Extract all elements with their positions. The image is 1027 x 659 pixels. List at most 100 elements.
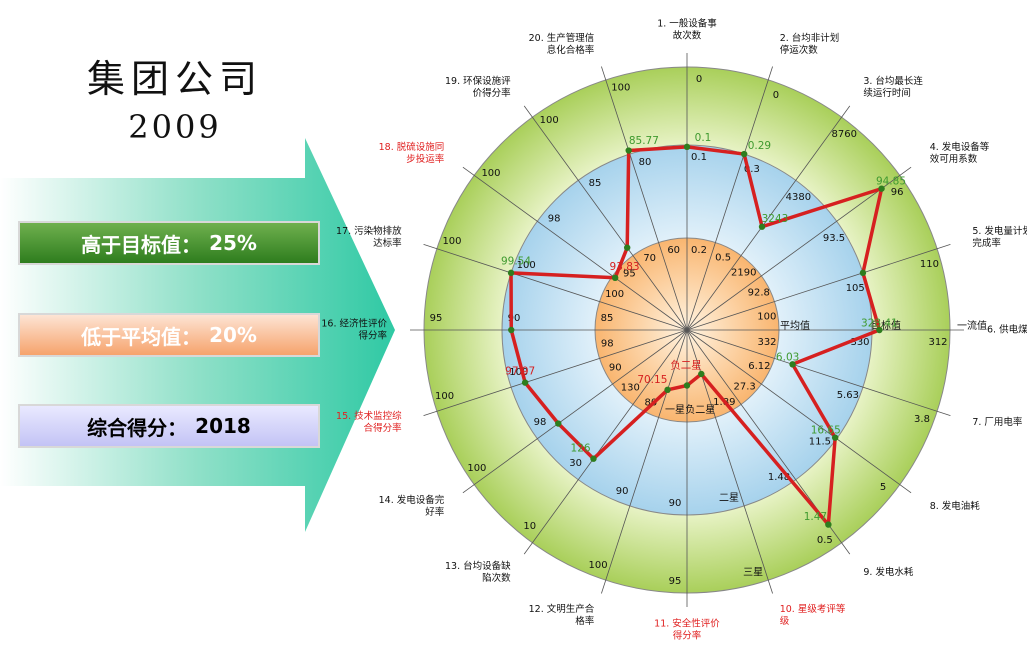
axis-title: 效可用系数 [930, 153, 978, 165]
actual-value-label: 70.15 [637, 374, 667, 386]
axis-title: 11. 安全性评价 [654, 618, 720, 630]
ring-tick-label: 3.8 [914, 414, 930, 425]
summary-below-average: 低于平均值： 20% [18, 313, 320, 357]
axis-title: 3. 台均最长连 [863, 75, 923, 87]
score-point [664, 386, 671, 394]
axis-title: 5. 发电量计划 [972, 225, 1027, 237]
ring-tick-label: 0.3 [744, 164, 760, 175]
axis-title: 4. 发电设备等 [930, 141, 990, 153]
axis-title: 13. 台均设备缺 [445, 560, 511, 572]
ring-tick-label: 110 [920, 259, 939, 270]
axis-title: 8. 发电油耗 [930, 500, 981, 512]
actual-value-label: 99.54 [501, 256, 531, 268]
score-point [698, 370, 705, 378]
score-point [758, 223, 766, 230]
axis-title: 完成率 [972, 237, 1001, 249]
score-point [625, 147, 632, 154]
ring-tick-label: 30 [569, 458, 582, 469]
summary-value: 25% [209, 231, 257, 255]
score-point [507, 269, 515, 277]
summary-value: 20% [209, 323, 257, 347]
ring-tick-label: 0.5 [715, 253, 731, 264]
ring-tick-label: 100 [540, 115, 559, 126]
ring-tick-label: 1.48 [768, 472, 790, 483]
ring-tick-label: 100 [435, 391, 454, 402]
ring-tick-label: 100 [442, 236, 461, 247]
ring-tick-label: 三星 [743, 566, 763, 578]
axis-title: 价得分率 [473, 87, 512, 99]
actual-value-label: 328.41 [861, 317, 898, 329]
company-title: 集团公司 [86, 57, 263, 101]
ring-tick-label: 80 [639, 157, 652, 168]
ring-tick-label: 332 [757, 337, 776, 348]
actual-value-label: 负二星 [670, 359, 702, 372]
ring-tick-label: 100 [467, 463, 486, 474]
axis-title: 2. 台均非计划 [780, 32, 840, 44]
ring-tick-label: 96 [891, 187, 904, 198]
axis-title: 20. 生产管理信 [529, 32, 595, 44]
axis-title: 步投运率 [406, 153, 445, 165]
axis-line [686, 105, 851, 331]
axis-line [601, 329, 688, 594]
ring-label-firstclass: 一流值 [957, 319, 987, 332]
summary-total-score: 综合得分： 2018 [18, 404, 320, 448]
axis-title: 好率 [425, 506, 445, 518]
actual-value-label: 0.29 [748, 140, 771, 152]
score-point [683, 382, 691, 389]
axis-line [462, 329, 688, 494]
ring-tick-label: 0.2 [691, 245, 707, 256]
ring-tick-label: 27.3 [734, 382, 756, 393]
axis-title: 12. 文明生产合 [529, 603, 595, 615]
axis-title: 14. 发电设备完 [379, 494, 445, 506]
ring-tick-label: 105 [846, 283, 865, 294]
ring-tick-label: 92.8 [748, 288, 770, 299]
score-point [611, 274, 619, 282]
score-point [740, 150, 748, 158]
ring-tick-label: 100 [509, 367, 528, 378]
axis-title: 6. 供电煤耗 [987, 324, 1027, 336]
ring-tick-label: 330 [850, 337, 869, 348]
actual-value-label: 85.77 [629, 135, 659, 147]
axis-title: 息化合格率 [547, 44, 595, 56]
score-point [623, 244, 631, 251]
summary-value: 2018 [195, 414, 251, 438]
ring-tick-label: 95 [430, 313, 443, 324]
score-point [683, 143, 691, 151]
axis-line [601, 66, 688, 331]
actual-value-label: 1.47 [804, 511, 827, 523]
ring-tick-label: 负二星 [685, 403, 715, 416]
axis-title: 10. 星级考评等 [780, 603, 846, 615]
ring-tick-label: 85 [589, 178, 602, 189]
score-point [789, 361, 796, 368]
ring-tick-label: 6.12 [748, 361, 770, 372]
ring-tick-label: 0.1 [691, 152, 707, 163]
ring-tick-label: 2190 [731, 267, 756, 278]
ring-tick-label: 100 [605, 289, 624, 300]
axis-title: 格率 [575, 615, 595, 627]
actual-value-label: 94.85 [876, 176, 906, 188]
score-point [878, 185, 885, 192]
ring-tick-label: 98 [548, 214, 561, 225]
ring-tick-label: 11.5 [809, 436, 831, 447]
score-point [825, 521, 832, 528]
axis-line [686, 329, 912, 494]
ring-tick-label: 98 [534, 417, 547, 428]
axis-line [686, 66, 773, 331]
ring-tick-label: 312 [928, 337, 947, 348]
ring-tick-label: 95 [669, 576, 682, 587]
actual-value-label: 126 [571, 442, 591, 454]
axis-line [686, 244, 951, 331]
ring-tick-label: 100 [757, 312, 776, 323]
actual-value-label: 3243 [762, 213, 789, 225]
axis-title: 16. 经济性评价 [321, 318, 387, 330]
year-label: 2009 [128, 108, 222, 146]
ring-tick-label: 0 [773, 90, 779, 101]
ring-tick-label: 90 [616, 486, 629, 497]
ring-tick-label: 4380 [786, 192, 811, 203]
score-point [859, 269, 867, 277]
axis-title: 达标率 [373, 237, 402, 249]
summary-label: 高于目标值： [81, 232, 202, 257]
ring-tick-label: 8760 [832, 129, 857, 140]
axis-title: 陷次数 [482, 572, 511, 584]
axis-line [523, 105, 688, 331]
